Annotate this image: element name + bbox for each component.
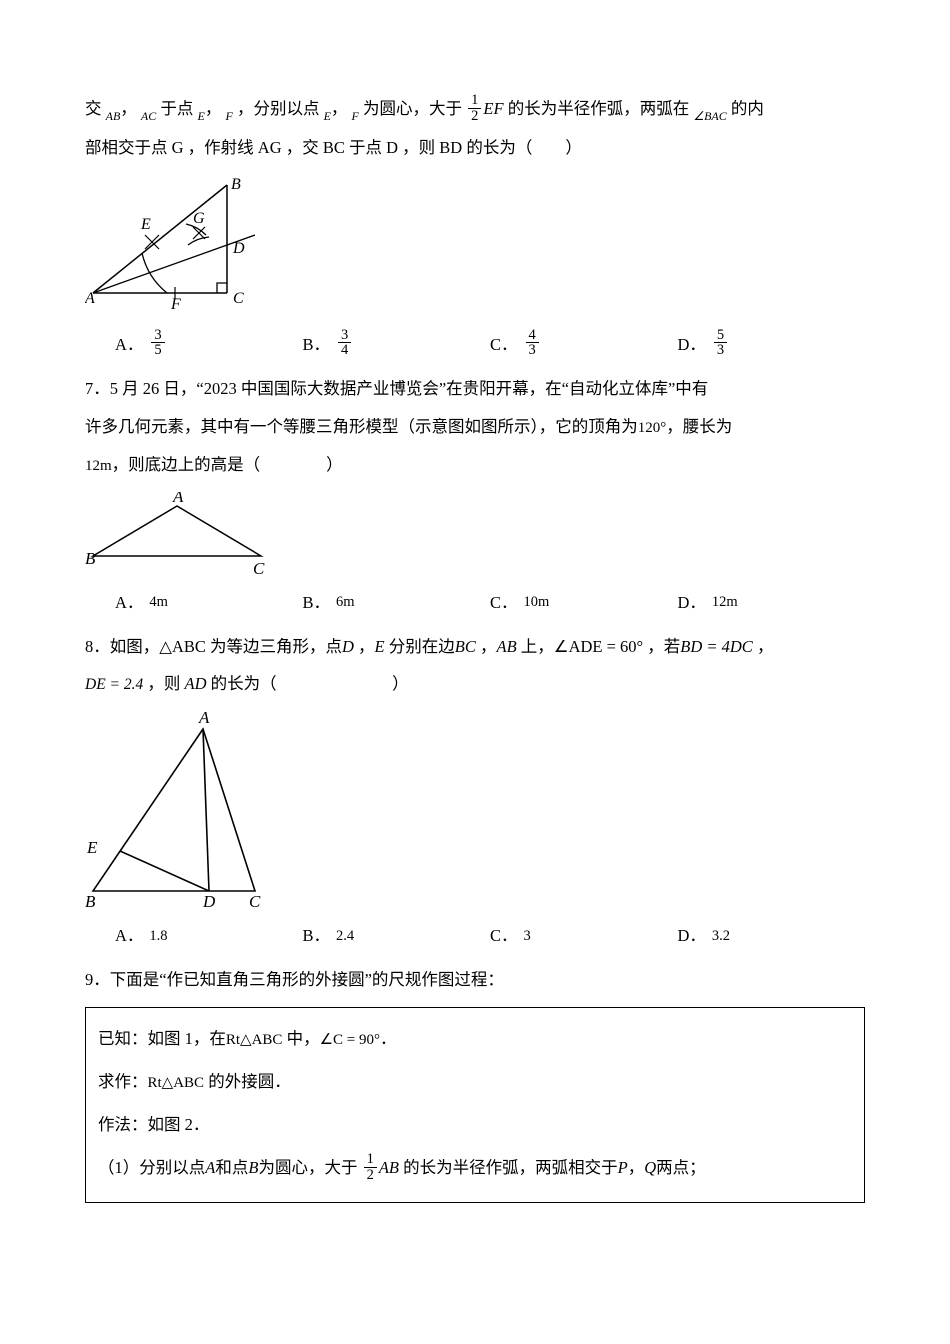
text: 于点 [160,99,193,118]
var-f: F [225,109,232,123]
q7-choice-d: D．12m [678,584,866,622]
q8-svg: A B C D E [85,711,265,911]
q7-choice-a: A．4m [115,584,303,622]
var-f2: F [352,109,359,123]
svg-text:G: G [193,210,205,227]
q6-svg: A B C D E F G [85,175,255,320]
svg-text:D: D [202,892,216,911]
svg-text:F: F [170,296,181,313]
svg-text:D: D [232,240,245,257]
svg-text:E: E [86,838,98,857]
q6-choice-c: C．43 [490,326,678,364]
text: ，分别以点 [237,99,320,118]
svg-text:A: A [198,711,210,727]
q8-line2: DE = 2.4 ，则 AD 的长为（ ） [85,665,865,703]
q6-choices: A．35 B．34 C．43 D．53 [115,326,865,364]
q7-line3: 12m，则底边上的高是（ ） [85,446,865,484]
q9-box: 已知：如图 1，在Rt△ABC 中，∠C = 90°． 求作：Rt△ABC 的外… [85,1007,865,1203]
q8-choices: A．1.8 B．2.4 C．3 D．3.2 [115,917,865,955]
q9-title: 9．下面是“作已知直角三角形的外接圆”的尺规作图过程： [85,961,865,999]
svg-text:E: E [140,216,151,233]
q8-choice-b: B．2.4 [303,917,491,955]
q7-figure: A B C [85,492,865,578]
q8-choice-c: C．3 [490,917,678,955]
q9-box-l3: 作法：如图 2． [98,1104,852,1147]
frac-half: 12 [468,93,481,123]
q7-line2: 许多几何元素，其中有一个等腰三角形模型（示意图如图所示），它的顶角为120°，腰… [85,408,865,446]
svg-text:B: B [85,549,96,568]
angle-bac: ∠BAC [693,109,726,123]
text: ， [331,99,348,118]
q8-choice-a: A．1.8 [115,917,303,955]
q7-choices: A．4m B．6m C．10m D．12m [115,584,865,622]
svg-text:C: C [253,559,265,578]
text: 的长为半径作弧，两弧在 [508,99,690,118]
text: ， [205,99,222,118]
svg-text:A: A [172,492,184,506]
q8-line1: 8．如图，△ABC 为等边三角形，点D ，E 分别在边BC ，AB 上，∠ADE… [85,628,865,666]
q7-choice-b: B．6m [303,584,491,622]
svg-text:B: B [231,176,241,193]
var-e: E [198,109,205,123]
q7-line1: 7．5 月 26 日，“2023 中国国际大数据产业博览会”在贵阳开幕，在“自动… [85,370,865,408]
q6-choice-a: A．35 [115,326,303,364]
svg-text:B: B [85,892,96,911]
frac-half-9: 12 [364,1152,377,1182]
q6-choice-d: D．53 [678,326,866,364]
text: 的内 [731,99,764,118]
text: 部相交于点 G ，作射线 AG ，交 BC 于点 D ，则 BD 的长为（ ） [85,138,582,157]
q6-line2: 部相交于点 G ，作射线 AG ，交 BC 于点 D ，则 BD 的长为（ ） [85,129,865,167]
svg-text:A: A [85,290,95,307]
page: 交 AB， AC 于点 E， F ，分别以点 E， F 为圆心，大于 12EF … [0,0,950,1344]
text: 交 [85,99,102,118]
q6-figure: A B C D E F G [85,175,865,320]
var-e2: E [324,109,331,123]
q9-box-l2: 求作：Rt△ABC 的外接圆． [98,1061,852,1104]
q8-figure: A B C D E [85,711,865,911]
var-ef: EF [483,99,503,118]
q7-svg: A B C [85,492,275,578]
text: 为圆心，大于 [363,99,462,118]
svg-text:C: C [233,290,244,307]
q9-box-l4: （1）分别以点A和点B为圆心，大于 12AB 的长为半径作弧，两弧相交于P，Q两… [98,1147,852,1190]
q6-choice-b: B．34 [303,326,491,364]
q8-choice-d: D．3.2 [678,917,866,955]
var-ac: AC [141,109,156,123]
var-ab: AB [106,109,121,123]
svg-text:C: C [249,892,261,911]
q6-line1: 交 AB， AC 于点 E， F ，分别以点 E， F 为圆心，大于 12EF … [85,90,865,129]
q9-box-l1: 已知：如图 1，在Rt△ABC 中，∠C = 90°． [98,1018,852,1061]
q7-choice-c: C．10m [490,584,678,622]
text: ， [120,99,137,118]
